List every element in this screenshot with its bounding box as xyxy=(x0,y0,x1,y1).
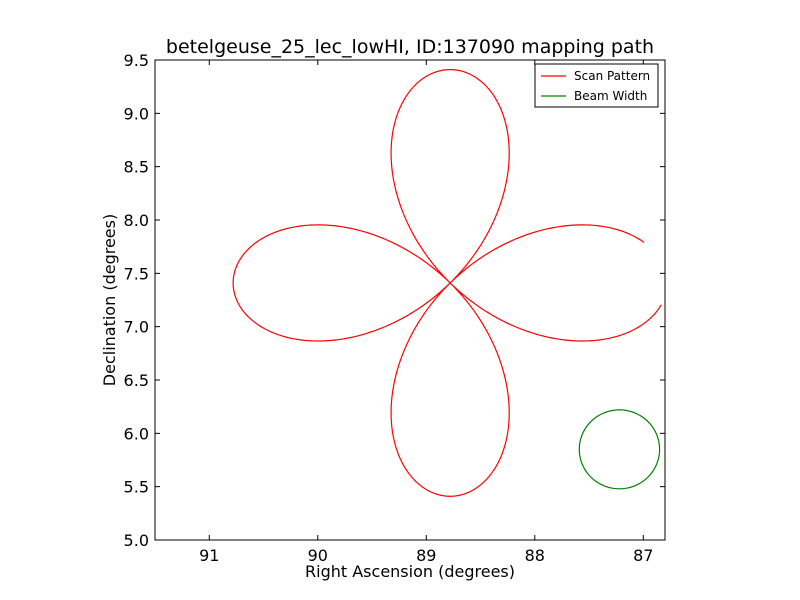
y-tick-label: 7.0 xyxy=(124,318,149,337)
y-tick-label: 6.5 xyxy=(124,371,149,390)
y-tick-label: 8.0 xyxy=(124,211,149,230)
chart-title: betelgeuse_25_lec_lowHI, ID:137090 mappi… xyxy=(166,36,654,58)
series-beam-width xyxy=(578,409,661,490)
x-tick-label: 89 xyxy=(416,546,436,565)
legend: Scan Pattern Beam Width xyxy=(534,63,659,108)
x-axis: 91 90 89 88 87 xyxy=(199,60,653,565)
x-axis-label: Right Ascension (degrees) xyxy=(305,562,515,581)
y-tick-label: 9.0 xyxy=(124,104,149,123)
plot-frame xyxy=(154,59,666,541)
y-tick-label: 8.5 xyxy=(124,158,149,177)
legend-box xyxy=(534,63,659,108)
legend-label-beam-width: Beam Width xyxy=(574,89,647,103)
y-tick-label: 5.5 xyxy=(124,478,149,497)
series-layer xyxy=(232,68,662,497)
y-tick-label: 6.0 xyxy=(124,424,149,443)
x-tick-label: 91 xyxy=(199,546,219,565)
y-tick-label: 7.5 xyxy=(124,264,149,283)
y-tick-label: 9.5 xyxy=(124,51,149,70)
x-tick-label: 88 xyxy=(525,546,545,565)
x-tick-label: 87 xyxy=(633,546,653,565)
y-axis-label: Declination (degrees) xyxy=(100,214,119,386)
series-scan-pattern xyxy=(232,68,662,497)
y-axis: 5.0 5.5 6.0 6.5 7.0 7.5 8.0 8.5 9.0 9.5 xyxy=(124,51,665,550)
x-tick-label: 90 xyxy=(308,546,328,565)
y-tick-label: 5.0 xyxy=(124,531,149,550)
legend-label-scan-pattern: Scan Pattern xyxy=(574,69,650,83)
